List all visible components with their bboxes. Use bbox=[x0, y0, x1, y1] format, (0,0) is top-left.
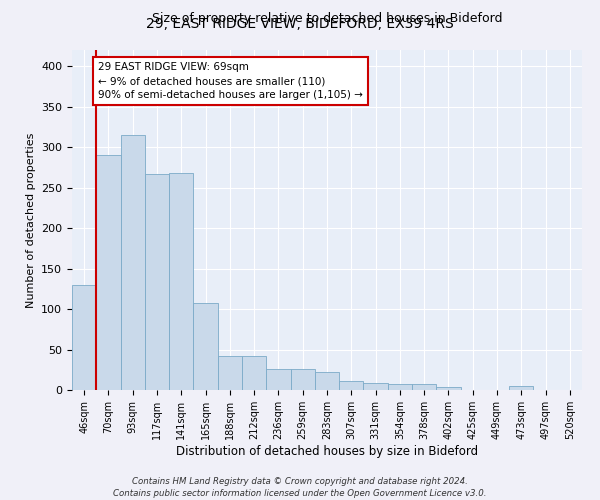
Bar bbox=[436, 387, 461, 390]
Bar bbox=[193, 302, 218, 390]
Bar bbox=[509, 386, 533, 390]
Bar bbox=[169, 173, 193, 390]
Bar bbox=[364, 382, 388, 390]
Text: 29, EAST RIDGE VIEW, BIDEFORD, EX39 4RS: 29, EAST RIDGE VIEW, BIDEFORD, EX39 4RS bbox=[146, 18, 454, 32]
Bar bbox=[388, 384, 412, 390]
Bar bbox=[96, 155, 121, 390]
Bar bbox=[242, 356, 266, 390]
Bar bbox=[145, 174, 169, 390]
Bar bbox=[315, 372, 339, 390]
Bar bbox=[72, 285, 96, 390]
Bar bbox=[290, 369, 315, 390]
Bar bbox=[266, 369, 290, 390]
Text: 29 EAST RIDGE VIEW: 69sqm
← 9% of detached houses are smaller (110)
90% of semi-: 29 EAST RIDGE VIEW: 69sqm ← 9% of detach… bbox=[98, 62, 363, 100]
Text: Contains HM Land Registry data © Crown copyright and database right 2024.
Contai: Contains HM Land Registry data © Crown c… bbox=[113, 476, 487, 498]
Bar bbox=[339, 381, 364, 390]
Y-axis label: Number of detached properties: Number of detached properties bbox=[26, 132, 35, 308]
Bar bbox=[412, 384, 436, 390]
Bar bbox=[218, 356, 242, 390]
X-axis label: Distribution of detached houses by size in Bideford: Distribution of detached houses by size … bbox=[176, 444, 478, 458]
Bar bbox=[121, 135, 145, 390]
Title: Size of property relative to detached houses in Bideford: Size of property relative to detached ho… bbox=[152, 12, 502, 25]
